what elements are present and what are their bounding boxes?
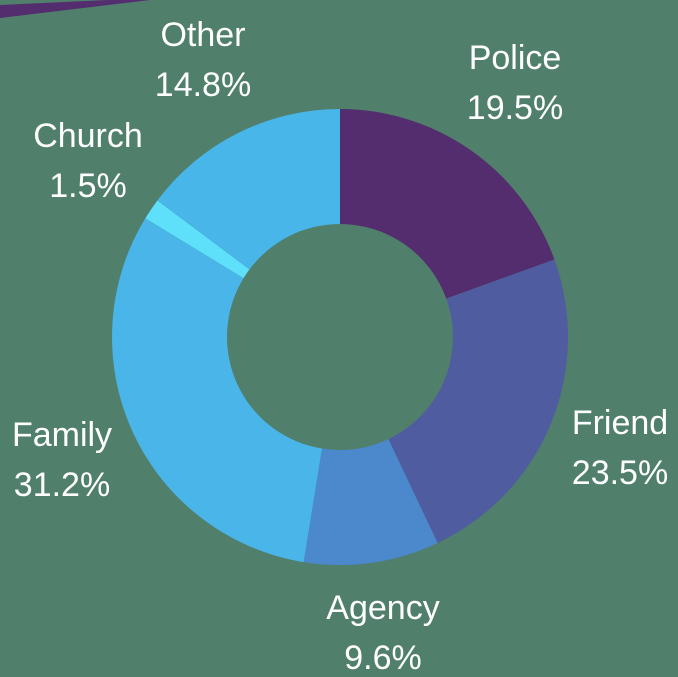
donut-slice	[145, 200, 250, 279]
slice-value-label: 23.5%	[572, 454, 668, 492]
slice-value-label: 19.5%	[467, 89, 563, 127]
slice-value-label: 31.2%	[14, 466, 110, 504]
slice-label: Other	[160, 16, 245, 54]
donut-slice	[303, 439, 438, 565]
donut-slice	[112, 218, 322, 563]
slice-label: Friend	[572, 404, 668, 442]
slice-label: Church	[33, 117, 143, 155]
donut-slice	[340, 109, 555, 299]
slice-label: Police	[469, 39, 562, 77]
slice-label: Family	[12, 416, 112, 454]
slice-label: Agency	[326, 589, 439, 627]
slice-value-label: 9.6%	[344, 639, 422, 677]
donut-slice	[388, 259, 568, 544]
decoration	[0, 0, 150, 18]
slice-value-label: 1.5%	[49, 167, 127, 205]
donut-slice	[157, 109, 340, 270]
slice-value-label: 14.8%	[155, 66, 251, 104]
